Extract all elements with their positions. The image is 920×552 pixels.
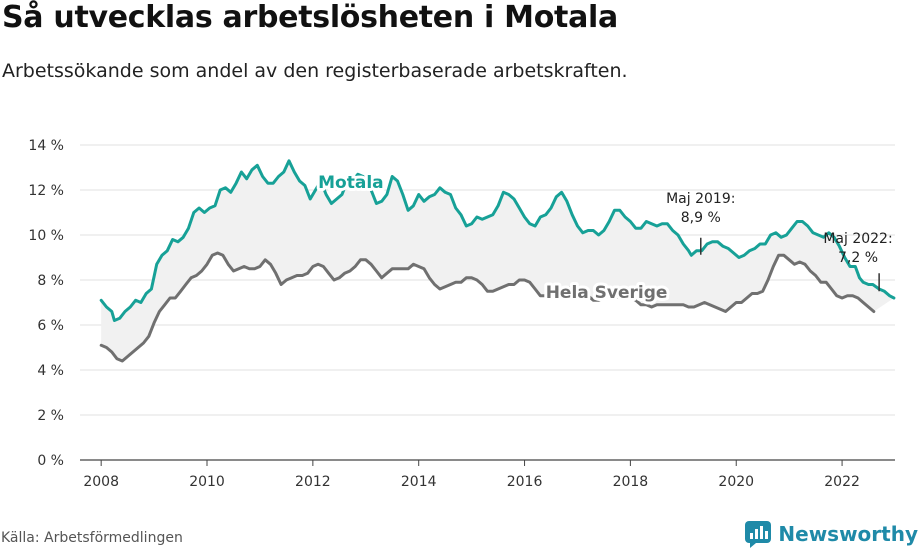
y-tick-label: 10 % [28, 228, 64, 244]
annotation-text: 8,9 % [681, 210, 721, 226]
source-note: Källa: Arbetsförmedlingen [1, 530, 183, 546]
brand-logo[interactable]: Newsworthy [744, 520, 918, 548]
series-lines [99, 159, 896, 363]
difference-band [101, 160, 894, 361]
y-tick-label: 8 % [37, 273, 64, 289]
difference-band-area [101, 160, 894, 361]
y-tick-label: 12 % [28, 183, 64, 199]
series-label-motala-halo: Motala [318, 173, 384, 193]
series-line-sverige [99, 251, 876, 363]
series-label-motala: Motala [318, 173, 384, 193]
x-tick-label: 2014 [401, 474, 437, 490]
series-label-sverige: Hela Sverige [546, 283, 668, 303]
x-tick-label: 2010 [189, 474, 225, 490]
line-chart: 0 % 2 % 4 % 6 % 8 % 10 % 12 % 14 % 2008 2010 2012 2… [28, 138, 896, 490]
annotation-text: 7,2 % [838, 250, 878, 266]
series-label-sverige-halo: Hela Sverige [546, 283, 668, 303]
y-tick-label: 6 % [37, 318, 64, 334]
chart-logo-icon [745, 521, 772, 548]
annotation-text: Maj 2019: [666, 191, 735, 207]
x-tick-label: 2020 [718, 474, 754, 490]
x-tick-label: 2022 [824, 474, 860, 490]
y-tick-label: 14 % [28, 138, 64, 154]
chart-subtitle: Arbetssökande som andel av den registerb… [2, 60, 628, 82]
gridlines [80, 144, 895, 461]
x-tick-label: 2008 [83, 474, 119, 490]
x-tick-label: 2016 [507, 474, 543, 490]
y-tick-label: 2 % [37, 408, 64, 424]
axes: 0 % 2 % 4 % 6 % 8 % 10 % 12 % 14 % 2008 2010 2012 2… [28, 138, 859, 490]
chart-title: Så utvecklas arbetslösheten i Motala [2, 0, 618, 35]
y-tick-label: 0 % [37, 453, 64, 469]
series-line-motala [99, 159, 896, 322]
y-tick-label: 4 % [37, 363, 64, 379]
x-tick-label: 2018 [613, 474, 649, 490]
brand-name: Newsworthy [778, 522, 918, 546]
x-tick-label: 2012 [295, 474, 331, 490]
annotation-text: Maj 2022: [823, 231, 892, 247]
annotations: Maj 2019: 8,9 % Maj 2022: 7,2 % [666, 191, 893, 292]
